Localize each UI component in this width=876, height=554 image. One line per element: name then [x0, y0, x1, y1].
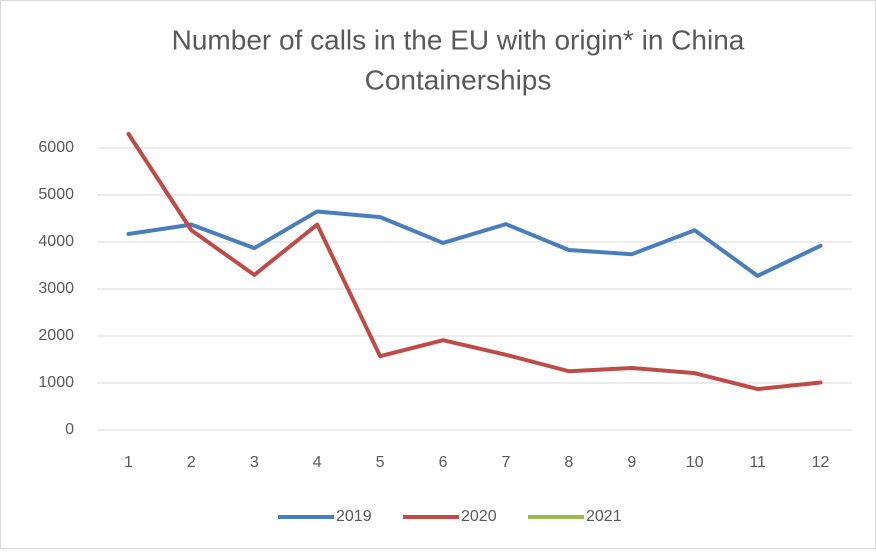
legend-label: 2020 [461, 508, 497, 525]
x-tick-label: 6 [439, 454, 448, 471]
y-tick-label: 2000 [38, 327, 74, 344]
y-tick-label: 5000 [38, 186, 74, 203]
chart-title: Number of calls in the EU with origin* i… [172, 24, 745, 55]
x-tick-label: 12 [812, 454, 830, 471]
x-tick-label: 5 [376, 454, 385, 471]
y-tick-label: 1000 [38, 374, 74, 391]
legend-label: 2019 [336, 508, 372, 525]
y-tick-label: 0 [65, 421, 74, 438]
y-tick-label: 4000 [38, 233, 74, 250]
x-tick-label: 3 [250, 454, 259, 471]
x-tick-label: 1 [124, 454, 133, 471]
x-tick-label: 10 [686, 454, 704, 471]
x-tick-label: 11 [749, 454, 766, 471]
x-tick-label: 9 [627, 454, 636, 471]
x-tick-label: 7 [502, 454, 511, 471]
y-tick-label: 6000 [38, 139, 74, 156]
chart-subtitle: Containerships [365, 64, 552, 95]
x-tick-label: 4 [313, 454, 322, 471]
y-tick-label: 3000 [38, 280, 74, 297]
series-line [126, 131, 823, 392]
series-line [126, 209, 823, 278]
x-tick-label: 2 [187, 454, 196, 471]
x-tick-label: 8 [564, 454, 573, 471]
legend-label: 2021 [586, 508, 622, 525]
